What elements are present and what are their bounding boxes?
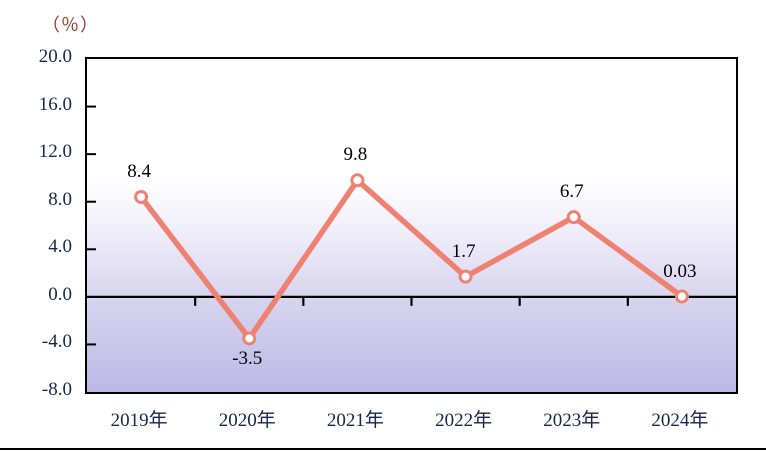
- y-axis-tick-label: 8.0: [48, 188, 72, 210]
- x-axis-tick-label: 2022年: [435, 410, 493, 431]
- y-axis-tick-label: 12.0: [38, 141, 72, 163]
- data-line: [138, 177, 685, 342]
- data-point-label: 9.8: [343, 144, 368, 166]
- data-point-marker: [242, 331, 257, 346]
- x-axis-tick-label: 2024年: [651, 410, 709, 431]
- y-axis-unit-label: （％）: [42, 15, 99, 35]
- data-point-label: 1.7: [451, 240, 476, 262]
- y-axis-tick-label: -4.0: [41, 331, 72, 353]
- data-point-label: 6.7: [559, 181, 584, 203]
- y-axis-tick-label: -8.0: [41, 379, 72, 400]
- data-point-marker: [458, 269, 473, 284]
- data-point-label: 8.4: [127, 160, 151, 182]
- data-point-marker: [350, 173, 365, 188]
- y-axis-tick-label: 0.0: [48, 283, 72, 305]
- y-axis-tick-label: 20.0: [38, 46, 72, 67]
- plot-area: [85, 57, 738, 394]
- y-axis-tick-label: 4.0: [48, 236, 72, 258]
- data-point-marker: [134, 189, 149, 204]
- data-point-marker: [674, 289, 689, 304]
- data-point-marker: [566, 210, 581, 225]
- x-axis-tick-label: 2019年: [110, 410, 168, 431]
- data-point-label: 0.03: [663, 260, 697, 282]
- data-point-label: -3.5: [232, 348, 263, 370]
- x-axis-tick-label: 2020年: [218, 410, 276, 431]
- bottom-divider-line: [0, 448, 766, 450]
- x-axis-tick-label: 2021年: [326, 410, 384, 431]
- line-chart-svg: [87, 105, 736, 346]
- y-axis-tick-label: 16.0: [38, 93, 72, 115]
- x-axis-tick-label: 2023年: [543, 410, 601, 431]
